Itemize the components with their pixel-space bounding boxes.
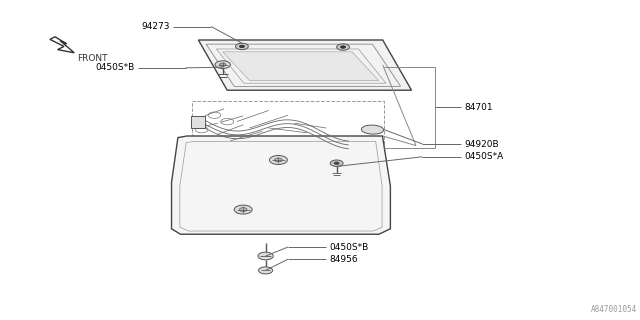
Polygon shape (191, 116, 205, 128)
Circle shape (234, 205, 252, 214)
Text: 84956: 84956 (330, 255, 358, 264)
Bar (192, 101, 384, 179)
Text: 0450S*A: 0450S*A (464, 152, 503, 161)
Text: 0450S*B: 0450S*B (330, 243, 369, 252)
Circle shape (334, 162, 339, 164)
Circle shape (236, 43, 248, 50)
Ellipse shape (362, 125, 383, 134)
Text: 94920B: 94920B (464, 140, 499, 148)
Circle shape (259, 267, 273, 274)
Circle shape (337, 44, 349, 50)
Circle shape (239, 45, 244, 48)
Polygon shape (50, 37, 74, 53)
Circle shape (215, 61, 230, 68)
Circle shape (239, 208, 247, 212)
Text: FRONT: FRONT (77, 54, 108, 63)
Polygon shape (223, 52, 379, 81)
Polygon shape (172, 136, 390, 234)
Text: 84701: 84701 (464, 103, 493, 112)
Text: 0450S*B: 0450S*B (95, 63, 134, 72)
Text: 94273: 94273 (141, 22, 170, 31)
Circle shape (340, 46, 346, 48)
Circle shape (258, 252, 273, 260)
Circle shape (330, 160, 343, 166)
Circle shape (275, 158, 282, 162)
Circle shape (220, 63, 226, 66)
Circle shape (269, 156, 287, 164)
Text: A847001054: A847001054 (591, 305, 637, 314)
Polygon shape (198, 40, 412, 90)
